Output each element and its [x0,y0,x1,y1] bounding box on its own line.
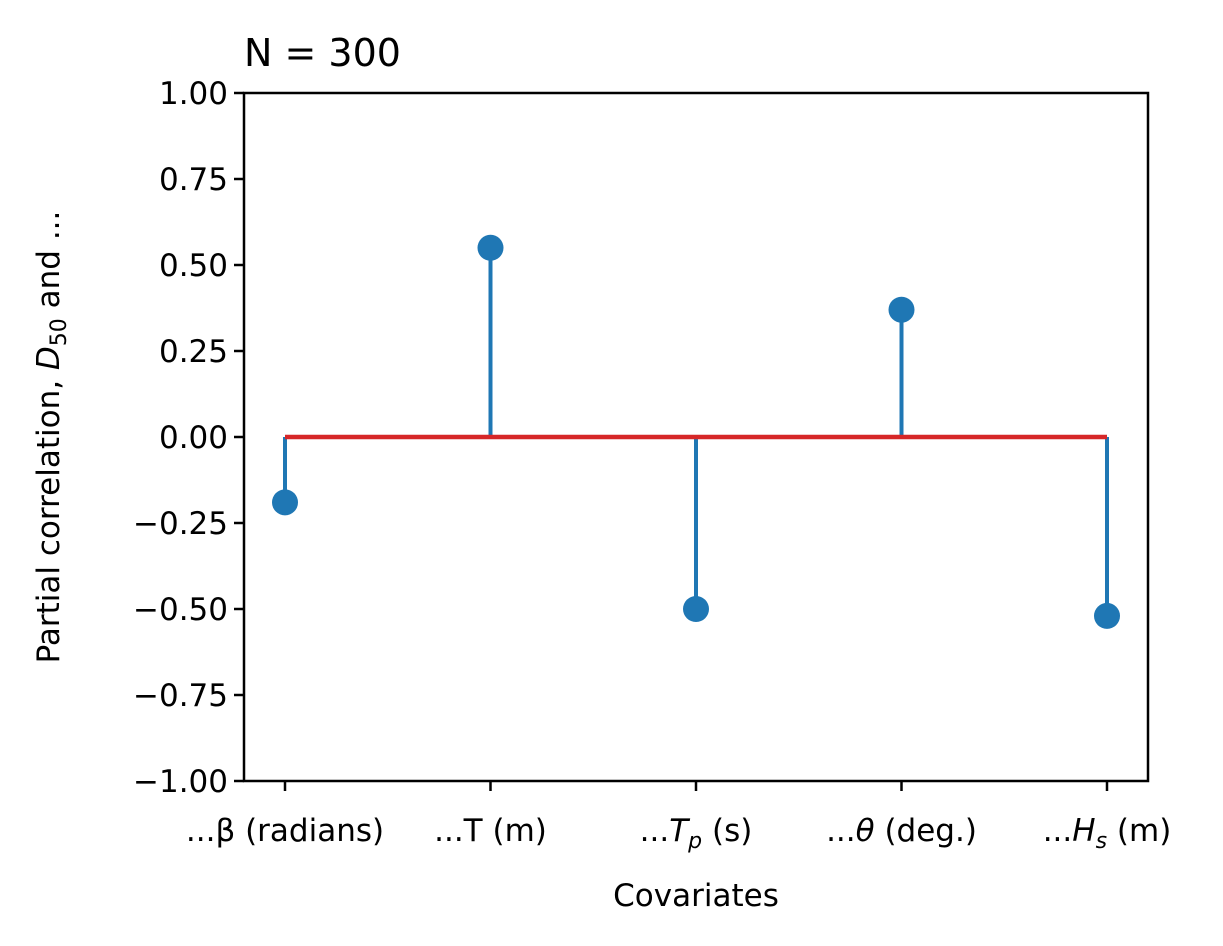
y-tick-label: 0.00 [159,420,228,456]
x-tick-label: ...β (radians) [186,813,384,849]
x-tick-label: ...θ (deg.) [826,813,977,849]
x-tick-label: ...T (m) [434,813,547,849]
x-tick-label: ...Tp (s) [640,813,753,854]
y-tick-label: −0.75 [133,678,228,714]
chart-title: N = 300 [244,31,401,75]
y-axis-title: Partial correlation, D50 and ... [31,211,72,664]
y-tick-label: 0.25 [159,334,228,370]
plot-area: 1.00 0.75 0.50 0.25 0.00 −0.25 −0.50 −0.75 −1.00… [133,76,1171,854]
stem-marker [1094,602,1120,629]
axes-frame [242,91,1150,783]
y-tick-label: 0.50 [159,248,228,284]
stem-marker [683,596,709,622]
stem-marker [272,489,298,516]
x-tick-label: ...Hs (m) [1043,813,1172,854]
stem-marker [888,296,915,323]
y-tick-label: −1.00 [133,764,228,800]
stem-marker [477,234,504,261]
y-tick-label: −0.50 [133,592,228,628]
y-tick-label: 0.75 [159,162,228,198]
y-tick-label: 1.00 [159,76,228,112]
x-axis-title: Covariates [613,878,779,914]
y-tick-label: −0.25 [133,506,228,542]
